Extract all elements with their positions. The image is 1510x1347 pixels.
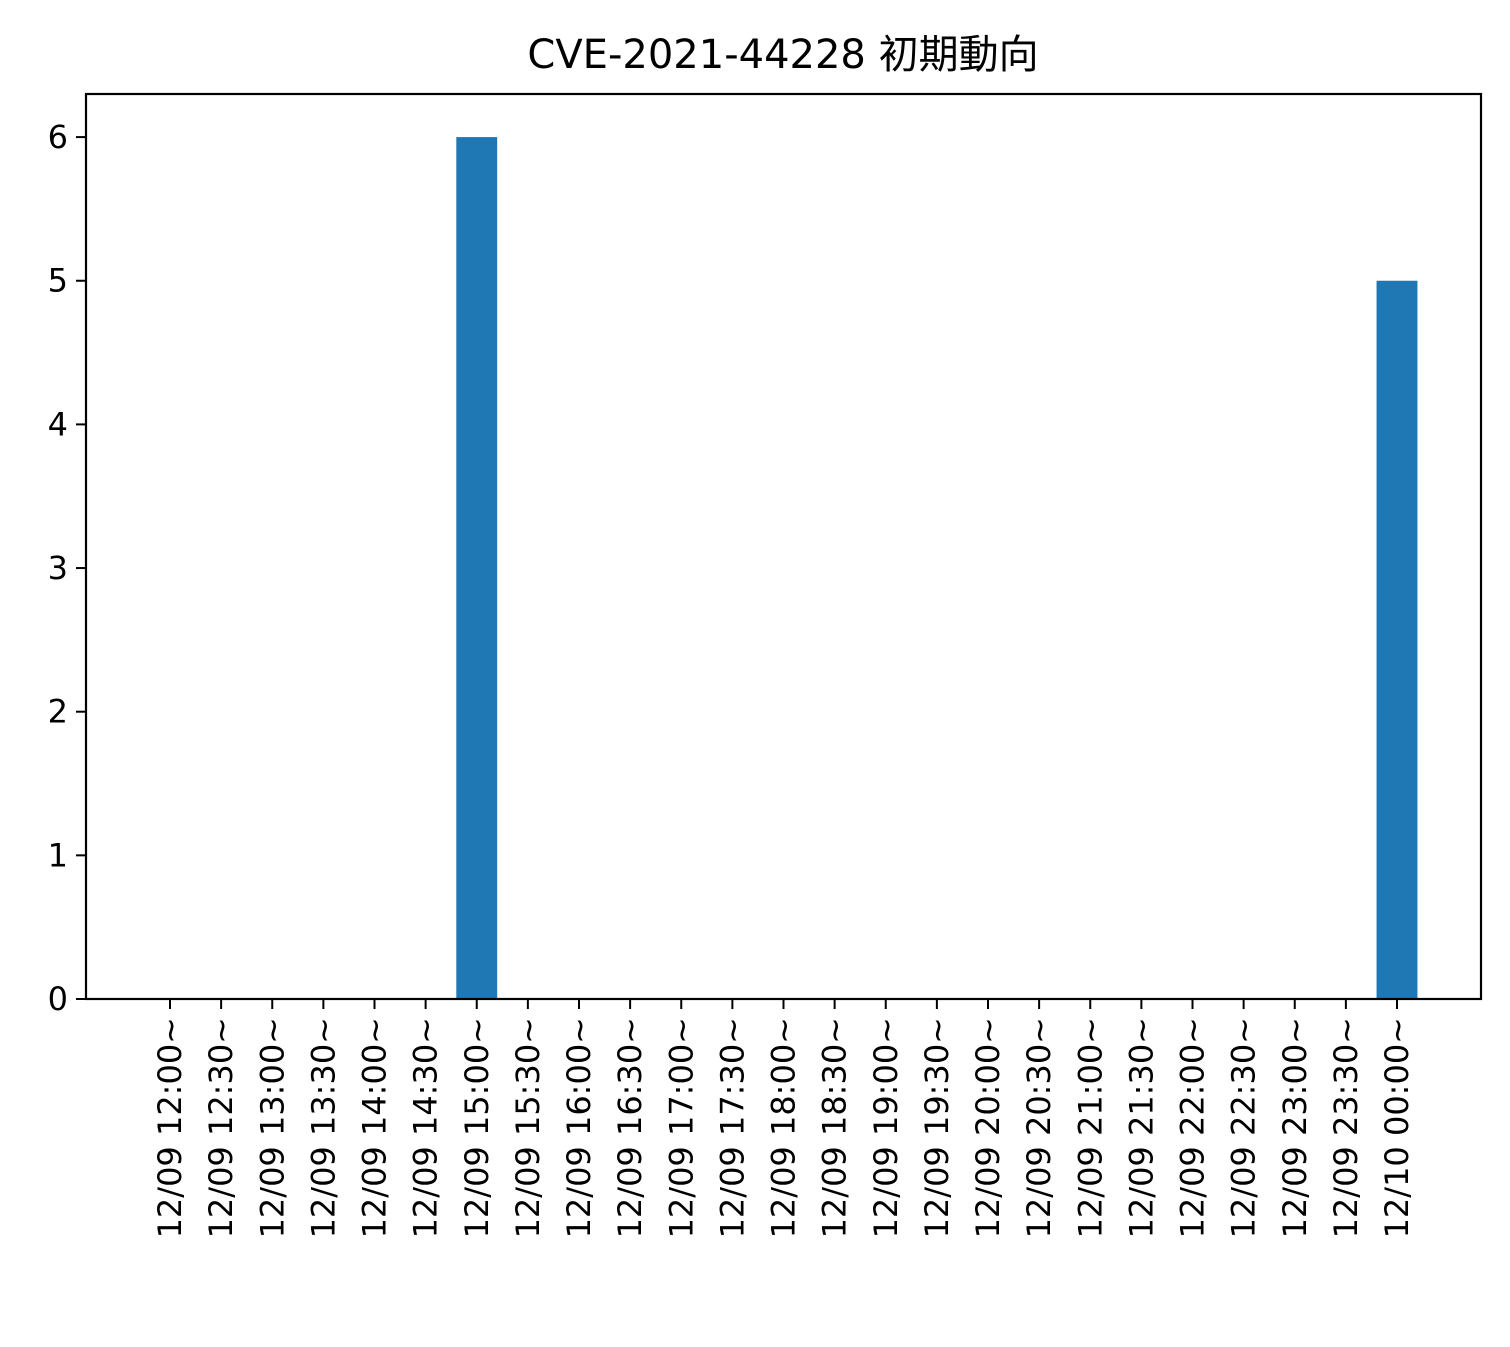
y-tick-label: 1 bbox=[48, 836, 68, 874]
x-tick-label: 12/09 23:00~ bbox=[1276, 1017, 1314, 1238]
bar bbox=[456, 137, 498, 1000]
x-tick-label: 12/09 22:00~ bbox=[1174, 1017, 1212, 1238]
x-tick-label: 12/09 22:30~ bbox=[1225, 1017, 1263, 1238]
x-tick-label: 12/09 17:00~ bbox=[662, 1017, 700, 1238]
x-tick-label: 12/09 17:30~ bbox=[713, 1017, 751, 1238]
x-tick-label: 12/09 12:30~ bbox=[202, 1017, 240, 1238]
x-tick-label: 12/09 19:00~ bbox=[867, 1017, 905, 1238]
y-tick-label: 5 bbox=[48, 262, 68, 300]
x-tick-label: 12/09 15:30~ bbox=[509, 1017, 547, 1238]
chart-title: CVE-2021-44228 初期動向 bbox=[527, 32, 1038, 78]
x-tick-label: 12/09 19:30~ bbox=[918, 1017, 956, 1238]
y-tick-label: 6 bbox=[48, 118, 68, 156]
x-tick-label: 12/09 20:00~ bbox=[969, 1017, 1007, 1238]
plot-area-frame bbox=[84, 92, 1483, 1001]
y-tick-label: 4 bbox=[48, 405, 68, 443]
x-tick-label: 12/09 12:00~ bbox=[151, 1017, 189, 1238]
x-tick-label: 12/09 23:30~ bbox=[1327, 1017, 1365, 1238]
y-axis: 0 1 2 3 4 5 6 bbox=[48, 118, 86, 1018]
x-tick-label: 12/09 18:00~ bbox=[765, 1017, 803, 1238]
x-tick-label: 12/09 16:00~ bbox=[560, 1017, 598, 1238]
x-tick-label: 12/10 00:00~ bbox=[1378, 1017, 1416, 1238]
x-tick-label: 12/09 21:00~ bbox=[1071, 1017, 1109, 1238]
x-tick-label: 12/09 20:30~ bbox=[1020, 1017, 1058, 1238]
bar bbox=[1376, 280, 1418, 999]
x-tick-label: 12/09 14:30~ bbox=[407, 1017, 445, 1238]
x-tick-label: 12/09 14:00~ bbox=[356, 1017, 394, 1238]
x-tick-label: 12/09 13:00~ bbox=[253, 1017, 291, 1238]
x-axis: 12/09 12:00~ 12/09 12:30~ 12/09 13:00~ 12/0… bbox=[151, 999, 1416, 1238]
y-tick-label: 0 bbox=[48, 980, 68, 1018]
x-tick-label: 12/09 21:30~ bbox=[1122, 1017, 1160, 1238]
y-tick-label: 3 bbox=[48, 549, 68, 587]
x-tick-label: 12/09 16:30~ bbox=[611, 1017, 649, 1238]
x-tick-label: 12/09 18:30~ bbox=[816, 1017, 854, 1238]
x-tick-label: 12/09 13:30~ bbox=[304, 1017, 342, 1238]
y-tick-label: 2 bbox=[48, 693, 68, 731]
bars-layer bbox=[456, 137, 1418, 1000]
x-tick-label: 12/09 15:00~ bbox=[458, 1017, 496, 1238]
